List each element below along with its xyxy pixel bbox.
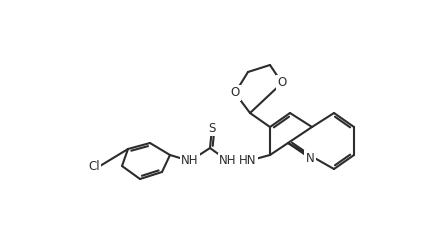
- Text: NH: NH: [219, 155, 237, 167]
- Text: Cl: Cl: [89, 159, 100, 173]
- Text: O: O: [230, 87, 240, 99]
- Text: HN: HN: [239, 155, 257, 167]
- Text: O: O: [277, 77, 286, 89]
- Text: S: S: [208, 122, 216, 134]
- Text: NH: NH: [181, 155, 199, 167]
- Text: N: N: [306, 151, 314, 165]
